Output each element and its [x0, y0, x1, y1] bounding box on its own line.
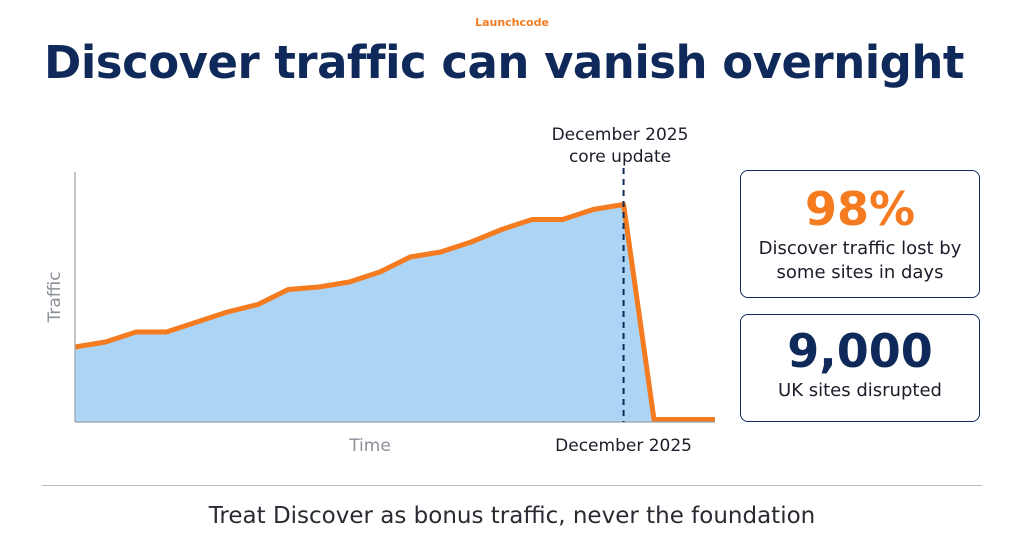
title: Discover traffic can vanish overnight [44, 36, 964, 89]
x-tick-label: December 2025 [555, 436, 692, 456]
area [75, 204, 715, 422]
brand: Launchcode [475, 16, 549, 29]
footer: Treat Discover as bonus traffic, never t… [208, 503, 816, 529]
annotation: December 2025 core update [551, 125, 689, 167]
stat-value: 98% [804, 182, 916, 236]
stat-card: 9,000 UK sites disrupted [740, 314, 980, 422]
stat-value: 9,000 [787, 324, 933, 378]
divider [42, 485, 982, 486]
x-axis-label: Time [348, 436, 391, 456]
stat-label: Discover traffic lost by some sites in d… [758, 238, 962, 283]
stat-label: UK sites disrupted [778, 380, 942, 401]
stat-card: 98% Discover traffic lost by some sites … [740, 170, 980, 298]
y-axis-label: Traffic [45, 271, 65, 323]
line [74, 202, 715, 422]
